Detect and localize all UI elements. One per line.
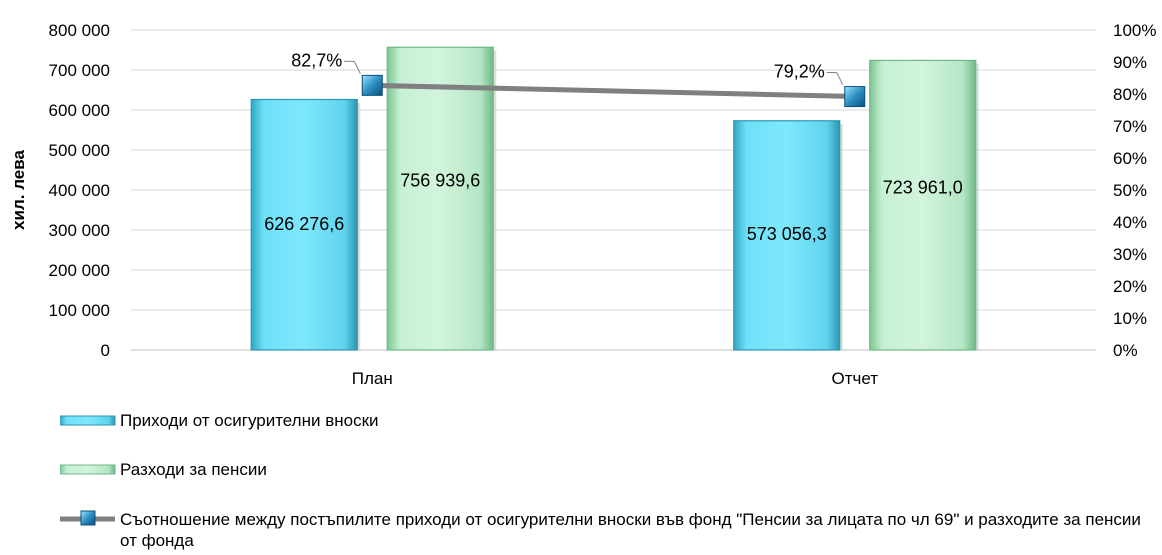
bar-expenses <box>869 59 977 351</box>
y-tick-label: 300 000 <box>49 221 110 240</box>
y2-tick-label: 0% <box>1113 341 1138 360</box>
y-axis-left: 0 100 000 200 000 300 000 400 000 500 000 600 … <box>49 21 110 360</box>
x-category-label: Отчет <box>831 369 878 388</box>
y-tick-label: 0 <box>101 341 110 360</box>
y-tick-label: 700 000 <box>49 61 110 80</box>
y2-tick-label: 100% <box>1113 21 1156 40</box>
y2-tick-label: 30% <box>1113 245 1147 264</box>
legend-swatch-expenses <box>59 459 116 484</box>
x-axis-categories: План Отчет <box>352 369 878 388</box>
y-axis-right: 0% 10% 20% 30% 40% 50% 60% 70% 80% 90% 100% <box>1113 21 1156 360</box>
bars: 626 276,6 756 939,6 573 056,3 723 961,0 <box>250 46 979 351</box>
y2-tick-label: 60% <box>1113 149 1147 168</box>
y2-tick-label: 50% <box>1113 181 1147 200</box>
y2-tick-label: 70% <box>1113 117 1147 136</box>
y2-tick-label: 40% <box>1113 213 1147 232</box>
y-tick-label: 800 000 <box>49 21 110 40</box>
legend-item-ratio: Съотношение между постъпилите приходи от… <box>60 509 1150 551</box>
bar-income-label: 626 276,6 <box>264 214 344 234</box>
legend-item-income: Приходи от осигурителни вноски <box>59 410 379 435</box>
ratio-label-leader <box>353 61 361 74</box>
ratio-marker <box>844 86 866 108</box>
bar-income <box>250 98 358 351</box>
legend-swatch-ratio <box>60 509 116 534</box>
legend-label-income: Приходи от осигурителни вноски <box>120 411 379 430</box>
ratio-label: 79,2% <box>774 62 825 82</box>
combo-chart: 0 100 000 200 000 300 000 400 000 500 000 600 … <box>9 21 1156 388</box>
legend-swatch-income <box>59 410 116 435</box>
legend-item-expenses: Разходи за пенсии <box>59 459 267 484</box>
y-tick-label: 600 000 <box>49 101 110 120</box>
y-tick-label: 200 000 <box>49 261 110 280</box>
bar-income-label: 573 056,3 <box>747 224 827 244</box>
bar-income <box>733 120 841 351</box>
y-axis-title: хил. лева <box>9 150 28 230</box>
ratio-line-path <box>372 82 855 100</box>
y2-tick-label: 90% <box>1113 53 1147 72</box>
y2-tick-label: 10% <box>1113 309 1147 328</box>
legend-label-expenses: Разходи за пенсии <box>120 460 267 479</box>
y-tick-label: 400 000 <box>49 181 110 200</box>
x-category-label: План <box>352 369 393 388</box>
ratio-marker <box>361 74 383 96</box>
y-tick-label: 100 000 <box>49 301 110 320</box>
y2-tick-label: 80% <box>1113 85 1147 104</box>
y-tick-label: 500 000 <box>49 141 110 160</box>
ratio-label: 82,7% <box>291 50 342 70</box>
y2-tick-label: 20% <box>1113 277 1147 296</box>
bar-expenses-label: 756 939,6 <box>400 171 480 191</box>
ratio-label-leader <box>836 72 844 85</box>
ratio-line: 82,7% 79,2% <box>291 50 866 108</box>
bar-expenses-label: 723 961,0 <box>883 178 963 198</box>
bar-expenses <box>386 46 494 351</box>
legend-label-ratio: Съотношение между постъпилите приходи от… <box>120 510 1141 550</box>
